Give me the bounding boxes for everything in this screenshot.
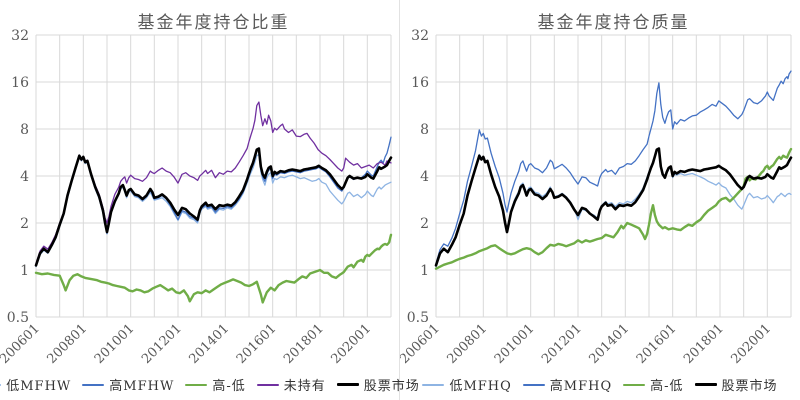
series-line-1 [35, 136, 392, 267]
y-axis-tick-label: 8 [20, 122, 29, 138]
x-axis-tick-label: 202001 [328, 321, 374, 367]
y-axis-tick-label: 8 [420, 122, 429, 138]
legend-item-2[interactable]: 高-低 [623, 375, 683, 394]
legend-swatch-icon [422, 383, 445, 386]
legend-weight: 低MFHW 高MFHW 高-低 未持有 股票市场 [0, 375, 419, 394]
legend-label: 高-低 [650, 379, 684, 394]
legend-swatch-icon [623, 383, 646, 386]
x-axis-tick-label: 201801 [681, 321, 727, 367]
x-axis-tick-label: 201401 [586, 321, 632, 367]
legend-item-1[interactable]: 高MFHW [82, 375, 174, 394]
series-line-3 [35, 101, 392, 265]
legend-quality: 低MFHQ 高MFHQ 高-低 股票市场 [400, 375, 800, 394]
legend-item-2[interactable]: 高-低 [185, 375, 245, 394]
legend-label: 高MFHQ [549, 379, 613, 394]
gridlines [35, 34, 392, 318]
y-axis-tick-labels: 32 16 8 4 2 1 0.5 [407, 28, 429, 326]
legend-item-4[interactable]: 股票市场 [336, 375, 420, 394]
y-axis-tick-label: 0.5 [407, 310, 429, 326]
x-axis-tick-label: 201201 [139, 321, 185, 367]
legend-label: 股票市场 [363, 379, 420, 394]
y-axis-tick-label: 0.5 [7, 310, 29, 326]
legend-label: 低MFHW [6, 379, 72, 394]
y-axis-tick-label: 16 [11, 75, 29, 91]
x-axis-tick-labels: 200601 200801 201001 201201 201401 201601 2018… [0, 321, 374, 367]
x-axis-tick-label: 201401 [186, 321, 232, 367]
x-axis-tick-label: 201001 [92, 321, 138, 367]
legend-swatch-icon [82, 383, 105, 386]
legend-label: 未持有 [283, 379, 326, 394]
x-axis-tick-label: 200801 [44, 321, 90, 367]
legend-label: 低MFHQ [449, 379, 512, 394]
legend-label: 高-低 [212, 379, 246, 394]
y-axis-tick-label: 32 [411, 28, 429, 44]
legend-swatch-icon [185, 383, 208, 386]
legend-item-3[interactable]: 未持有 [256, 375, 326, 394]
chart-panel-holding-weight: 基金年度持仓比重 32 16 8 4 2 1 0.5 200601 200801 201001 20… [0, 0, 419, 400]
y-axis-tick-labels: 32 16 8 4 2 1 0.5 [7, 28, 29, 326]
series-line-2 [34, 233, 393, 304]
chart-panel-holding-quality: 基金年度持仓质量 32 16 8 4 2 1 0.5 200601 200801 201001 20… [400, 0, 800, 400]
series-line-2 [434, 147, 793, 270]
legend-label: 股票市场 [721, 379, 778, 394]
chart-title-weight: 基金年度持仓比重 [137, 13, 290, 33]
legend-item-0[interactable]: 低MFHW [0, 375, 71, 394]
y-axis-tick-label: 2 [420, 216, 429, 232]
y-axis-tick-label: 2 [20, 216, 29, 232]
legend-item-1[interactable]: 高MFHQ [522, 375, 613, 394]
y-axis-tick-label: 32 [11, 28, 29, 44]
x-axis-tick-label: 200601 [0, 321, 43, 367]
legend-item-3[interactable]: 股票市场 [694, 375, 778, 394]
x-axis-tick-label: 202001 [728, 321, 774, 367]
legend-swatch-icon [336, 383, 359, 386]
legend-swatch-icon [0, 383, 2, 386]
y-axis-tick-label: 1 [420, 263, 429, 279]
x-axis-tick-label: 200801 [444, 321, 490, 367]
x-axis-tick-label: 201801 [281, 321, 327, 367]
legend-swatch-icon [522, 383, 545, 386]
legend-label: 高MFHW [109, 379, 175, 394]
y-axis-tick-label: 16 [411, 75, 429, 91]
x-axis-tick-label: 201601 [234, 321, 280, 367]
x-axis-tick-label: 200601 [400, 321, 443, 367]
series-line-1 [435, 70, 792, 265]
series-line-3 [434, 147, 793, 267]
x-axis-tick-labels: 200601 200801 201001 201201 201401 201601 2018… [400, 321, 774, 367]
legend-swatch-icon [256, 383, 279, 386]
x-axis-tick-label: 201201 [539, 321, 585, 367]
y-axis-tick-label: 4 [20, 169, 29, 185]
legend-swatch-icon [694, 383, 717, 386]
chart-title-quality: 基金年度持仓质量 [537, 13, 690, 33]
series-line-4 [34, 147, 393, 267]
legend-item-0[interactable]: 低MFHQ [422, 375, 511, 394]
y-axis-tick-label: 4 [420, 169, 429, 185]
y-axis-tick-label: 1 [20, 263, 29, 279]
x-axis-tick-label: 201601 [634, 321, 680, 367]
x-axis-tick-label: 201001 [492, 321, 538, 367]
gridlines [435, 34, 792, 318]
